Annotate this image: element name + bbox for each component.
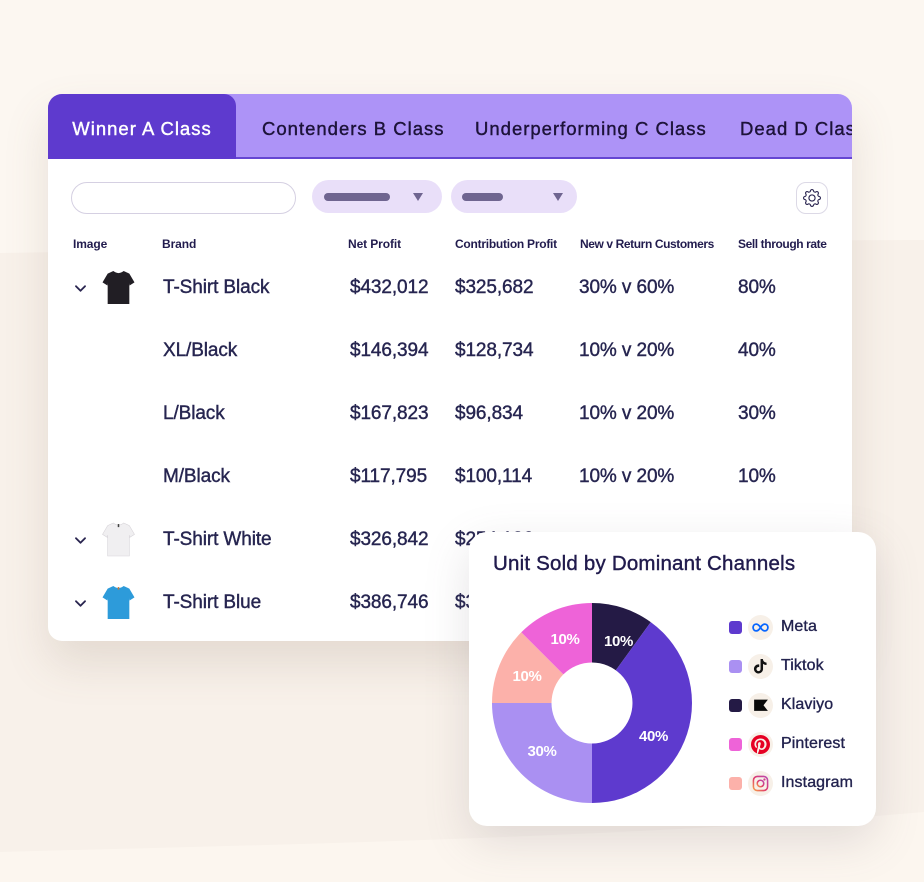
svg-text:10%: 10% bbox=[550, 631, 579, 648]
svg-text:30%: 30% bbox=[527, 743, 556, 760]
svg-text:10%: 10% bbox=[512, 668, 541, 685]
svg-text:40%: 40% bbox=[639, 728, 668, 745]
svg-text:10%: 10% bbox=[604, 633, 633, 650]
